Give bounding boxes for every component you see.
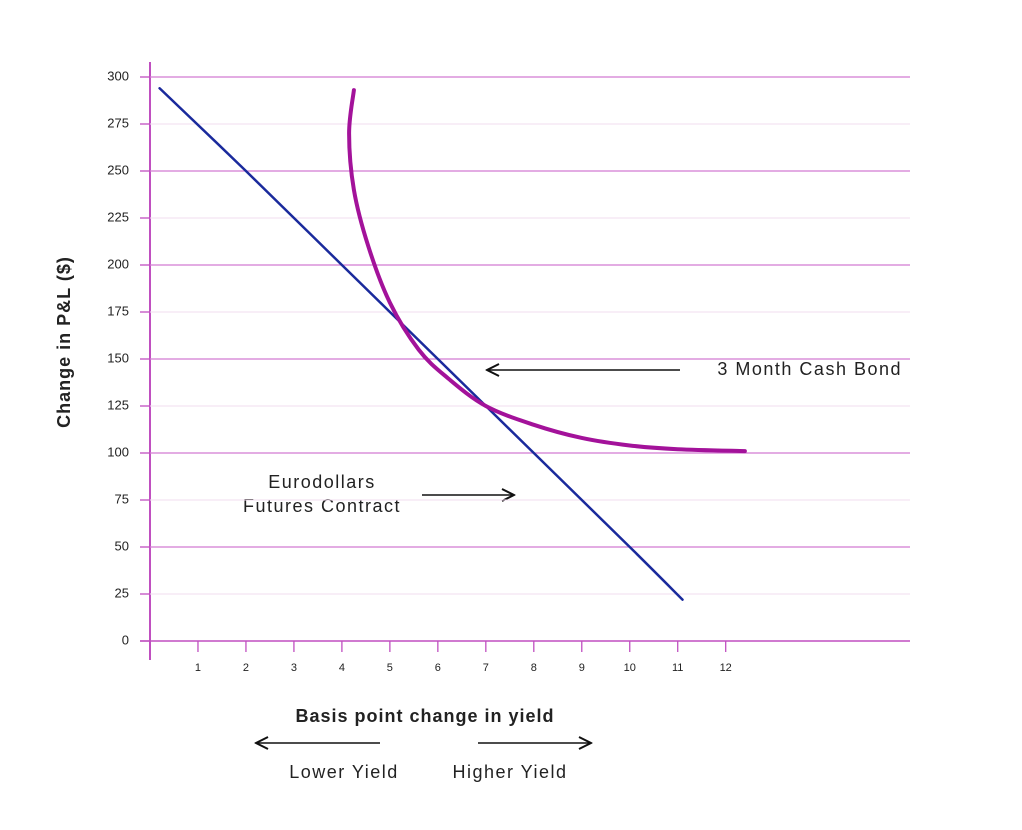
y-tick-label: 125 [107,397,129,412]
annotation: Lower Yield [289,762,399,782]
annotation: Futures Contract [243,496,401,516]
y-tick-label: 250 [107,162,129,177]
series-line [347,88,747,454]
y-tick-label: 75 [115,491,129,506]
x-tick-label: 11 [672,662,683,674]
x-tick-label: 3 [291,662,297,674]
y-tick-label: 150 [107,350,129,365]
x-tick-label: 2 [243,662,249,674]
x-tick-label: 8 [531,662,537,674]
annotation: Eurodollars [268,472,376,492]
y-tick-label: 0 [122,632,129,647]
x-tick-label: 7 [483,662,489,674]
x-tick-label: 1 [195,662,201,674]
y-axis-title: Change in P&L ($) [54,256,74,428]
y-tick-label: 175 [107,303,129,318]
x-tick-label: 5 [387,662,393,674]
x-tick-label: 9 [579,662,585,674]
series-line [158,87,684,601]
x-tick-label: 4 [339,662,345,674]
y-tick-label: 100 [107,444,129,459]
y-tick-label: 275 [107,115,129,130]
x-axis-title: Basis point change in yield [295,706,554,726]
annotation: 3 Month Cash Bond [717,359,902,379]
y-tick-label: 50 [115,538,129,553]
y-tick-label: 25 [115,585,129,600]
y-tick-label: 225 [107,209,129,224]
y-tick-label: 200 [107,256,129,271]
annotation: Higher Yield [452,762,567,782]
x-tick-label: 6 [435,662,441,674]
x-tick-label: 12 [720,662,732,674]
y-tick-label: 300 [107,68,129,83]
x-tick-label: 10 [624,662,636,674]
